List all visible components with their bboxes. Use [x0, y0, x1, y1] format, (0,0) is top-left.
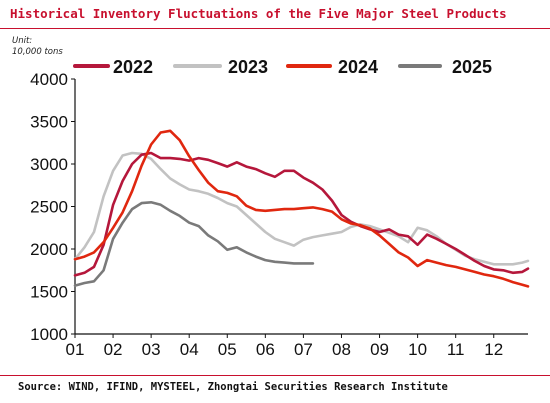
legend-label-2023: 2023	[228, 57, 268, 77]
y-tick-label: 4000	[30, 70, 68, 89]
x-tick-label: 06	[256, 340, 275, 359]
x-tick-label: 10	[408, 340, 427, 359]
unit-label-line1: Unit:	[12, 36, 33, 46]
y-tick-label: 3000	[30, 155, 68, 174]
series-line-2024	[73, 129, 530, 288]
legend-label-2025: 2025	[452, 57, 492, 77]
y-tick-label: 1500	[30, 283, 68, 302]
source-note: Source: WIND, IFIND, MYSTEEL, Zhongtai S…	[18, 381, 448, 393]
y-tick-label: 2500	[30, 198, 68, 217]
x-tick-label: 09	[370, 340, 389, 359]
y-tick-label: 3500	[30, 113, 68, 132]
x-tick-label: 05	[218, 340, 237, 359]
x-tick-label: 11	[447, 340, 465, 359]
legend-label-2024: 2024	[338, 57, 378, 77]
title-divider	[0, 28, 550, 29]
source-divider	[0, 375, 550, 376]
x-tick-label: 03	[142, 340, 161, 359]
x-tick-label: 12	[484, 340, 503, 359]
chart-legend: 2022 2023 2024 2025	[73, 57, 492, 77]
y-tick-label: 1000	[30, 325, 68, 344]
x-tick-label: 01	[66, 340, 85, 359]
y-tick-label: 2000	[30, 240, 68, 259]
series-line-2022	[73, 151, 530, 277]
unit-label: Unit: 10,000 tons	[12, 36, 63, 58]
series-line-2025	[73, 201, 315, 287]
x-tick-label: 07	[294, 340, 313, 359]
x-tick-label: 08	[332, 340, 351, 359]
chart-title: Historical Inventory Fluctuations of the…	[10, 6, 507, 21]
chart-axes: 1000 1500 2000 2500 3000 3500 4000 01 02 03 04 05 06…	[30, 70, 528, 359]
x-tick-label: 02	[104, 340, 123, 359]
x-tick-label: 04	[180, 340, 199, 359]
unit-label-line2: 10,000 tons	[12, 47, 63, 57]
legend-label-2022: 2022	[113, 57, 153, 77]
chart-series	[73, 129, 530, 288]
